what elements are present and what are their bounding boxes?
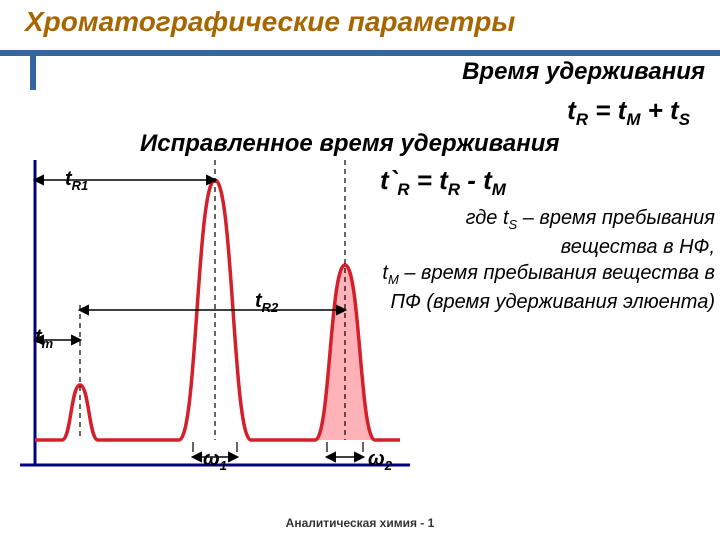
label-tr1: tR1 (65, 168, 88, 193)
explanation-text: где tS – время пребывания вещества в НФ,… (365, 205, 715, 315)
subtitle-retention-time: Время удерживания (462, 58, 705, 86)
label-tr2: tR2 (255, 290, 278, 315)
slide-footer: Аналитическая химия - 1 (0, 516, 720, 530)
label-tm: tm (35, 326, 53, 351)
chromatogram-chart (15, 150, 415, 480)
label-w1: ω1 (203, 448, 227, 473)
slide-title: Хроматографические параметры (25, 6, 515, 38)
label-w2: ω2 (368, 448, 392, 473)
formula-retention-time: tR = tM + tS (567, 95, 690, 130)
accent-vertical-bar (30, 50, 36, 90)
